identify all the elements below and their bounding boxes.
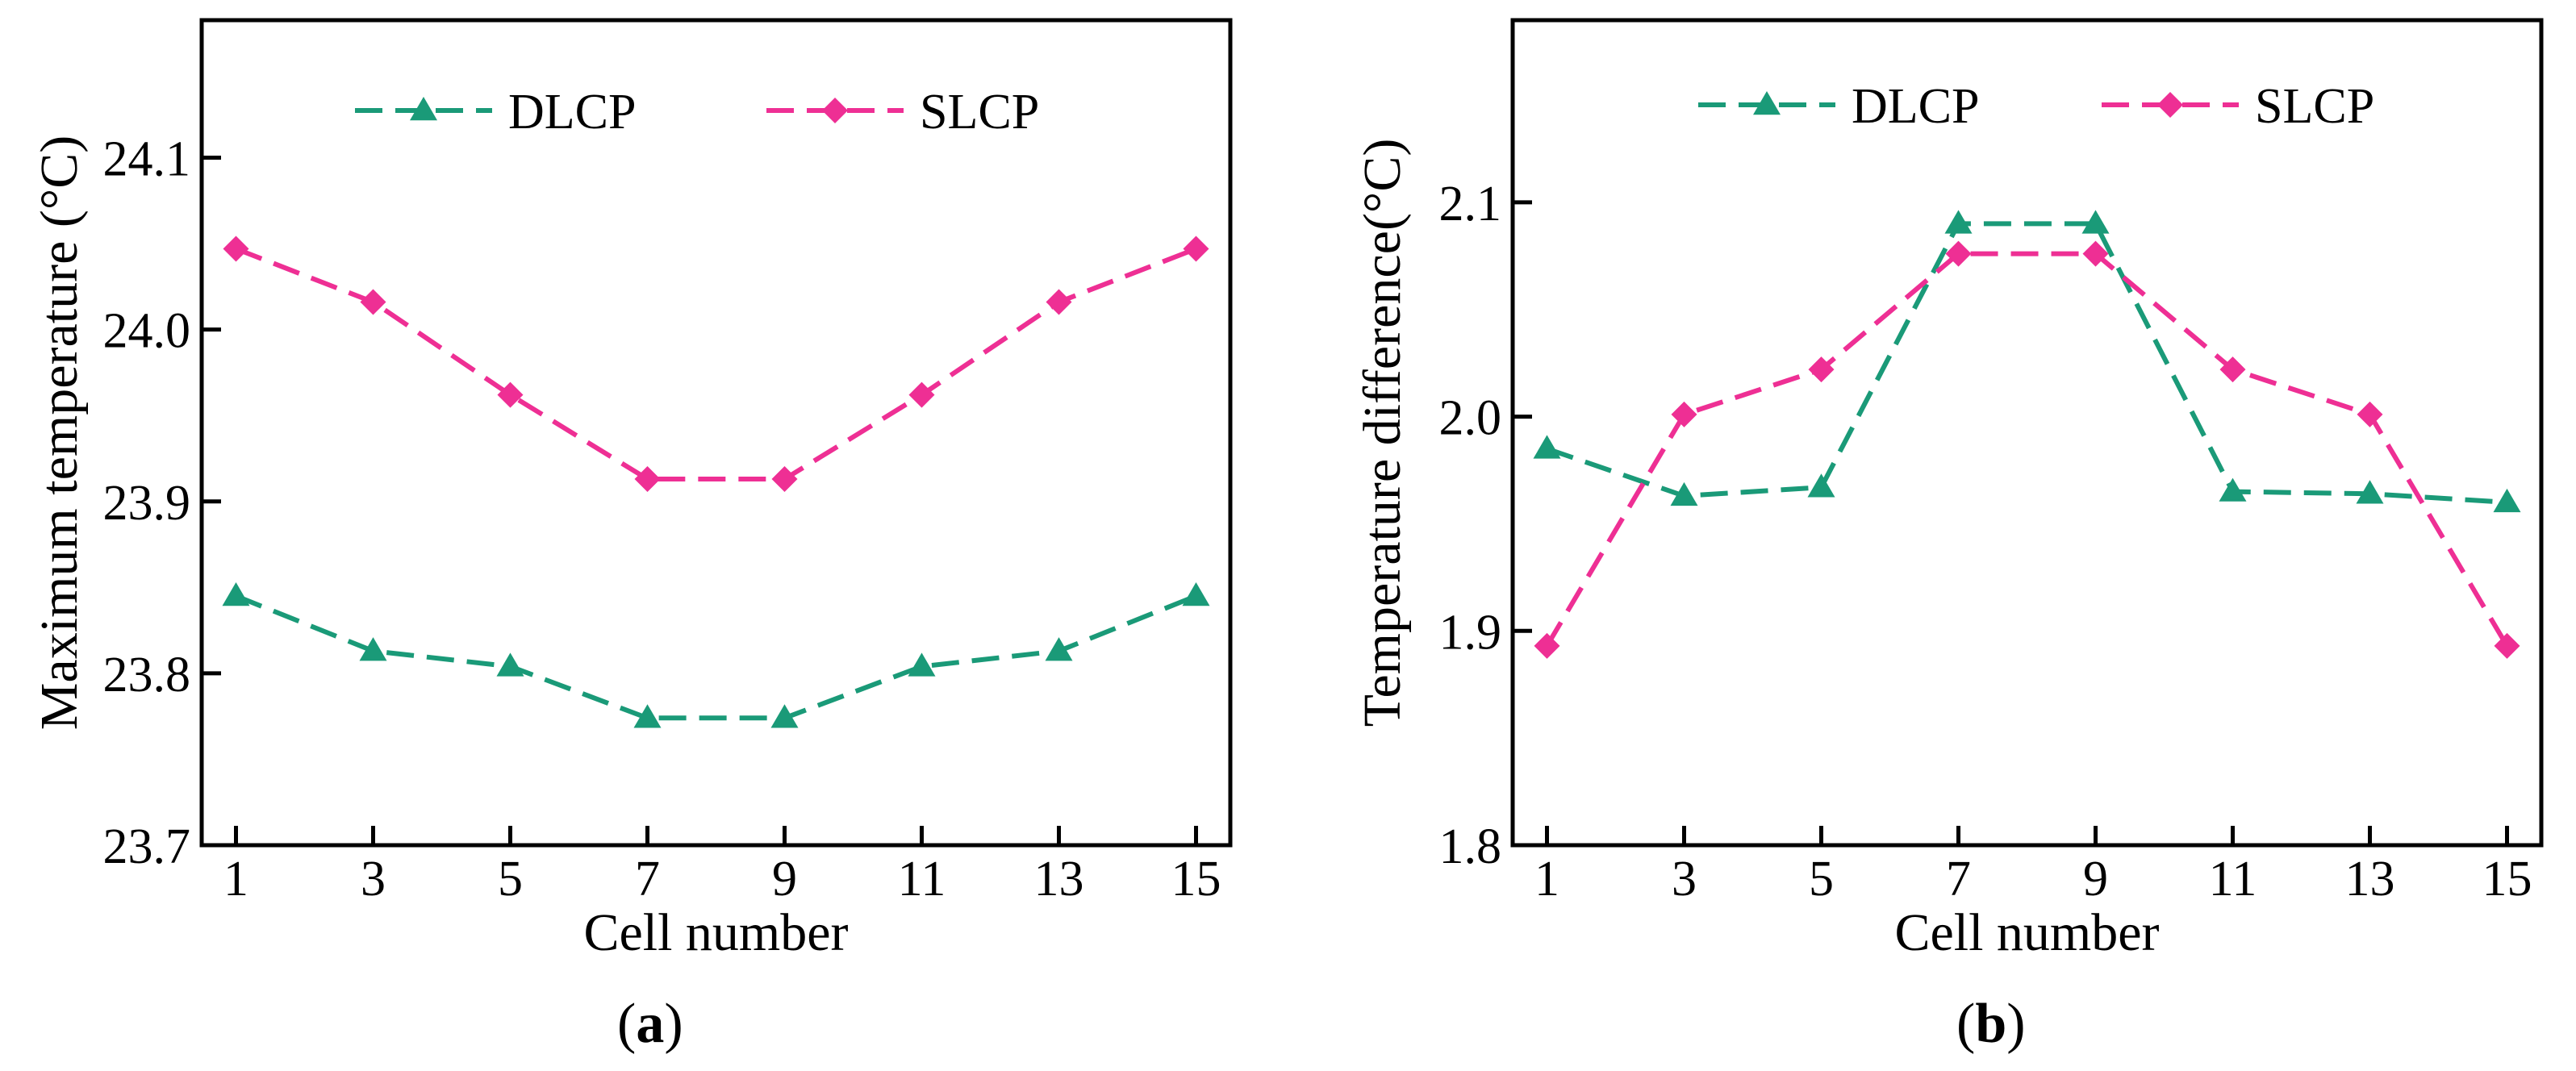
- caption-letter: b: [1975, 993, 2006, 1055]
- data-point-dlcp: [1807, 473, 1835, 498]
- caption-close-paren: ): [2006, 993, 2025, 1055]
- y-tick-label: 1.9: [1439, 605, 1502, 660]
- data-point-dlcp: [1670, 481, 1698, 506]
- data-point-slcp: [1183, 235, 1209, 262]
- caption-open-paren: (: [1956, 993, 1975, 1055]
- caption-letter: a: [636, 993, 664, 1055]
- x-tick-label: 15: [1171, 852, 1221, 906]
- legend-marker-slcp: [2157, 92, 2183, 118]
- data-point-slcp: [2219, 356, 2246, 383]
- data-point-slcp: [908, 381, 935, 408]
- data-point-slcp: [497, 381, 524, 408]
- legend-marker-dlcp: [410, 97, 437, 121]
- data-point-dlcp: [1045, 637, 1073, 661]
- caption-close-paren: ): [664, 993, 683, 1055]
- legend-label-slcp: SLCP: [920, 85, 1039, 140]
- legend: DLCP SLCP: [355, 85, 1039, 140]
- data-point-dlcp: [222, 581, 250, 606]
- data-point-dlcp: [359, 637, 387, 661]
- data-point-dlcp: [770, 704, 799, 728]
- x-tick-label: 15: [2482, 852, 2532, 906]
- legend: DLCP SLCP: [1698, 79, 2374, 134]
- data-point-slcp: [771, 466, 798, 493]
- data-point-dlcp: [496, 652, 524, 677]
- x-tick-label: 3: [361, 852, 386, 906]
- y-tick-label: 24.1: [103, 132, 191, 187]
- x-tick-label: 1: [223, 852, 248, 906]
- series-line-slcp: [1544, 251, 2510, 648]
- data-point-slcp: [634, 466, 661, 493]
- x-tick-label: 7: [635, 852, 660, 906]
- series-line-slcp: [235, 246, 1197, 481]
- legend-label-slcp: SLCP: [2255, 79, 2374, 134]
- data-point-slcp: [1808, 356, 1835, 383]
- panel-caption: (a): [617, 993, 683, 1055]
- y-tick-label: 24.0: [103, 304, 191, 359]
- series-line-dlcp: [1546, 221, 2507, 505]
- x-tick-label: 13: [2345, 852, 2395, 906]
- data-point-dlcp: [2356, 480, 2384, 504]
- legend-label-dlcp: DLCP: [1852, 79, 1979, 134]
- x-tick-label: 3: [1672, 852, 1697, 906]
- data-point-dlcp: [1533, 435, 1561, 459]
- y-tick-label: 1.8: [1439, 819, 1502, 874]
- data-point-slcp: [2357, 401, 2383, 427]
- caption-open-paren: (: [617, 993, 636, 1055]
- data-point-dlcp: [1944, 210, 1973, 234]
- data-point-dlcp: [2493, 488, 2521, 513]
- x-axis-title: Cell number: [583, 903, 848, 962]
- data-point-slcp: [2494, 632, 2520, 659]
- data-point-slcp: [223, 235, 249, 262]
- data-point-slcp: [2082, 240, 2109, 267]
- plot-frame: [1510, 18, 2544, 848]
- x-tick-label: 5: [498, 852, 523, 906]
- data-point-slcp: [1671, 401, 1697, 427]
- y-axis-title: Temperature difference(°C): [1353, 139, 1412, 727]
- x-tick-label: 7: [1946, 852, 1971, 906]
- x-tick-label: 11: [898, 852, 946, 906]
- data-point-dlcp: [1182, 581, 1210, 606]
- x-tick-label: 9: [2083, 852, 2108, 906]
- panel-caption: (b): [1956, 993, 2026, 1055]
- x-tick-label: 13: [1034, 852, 1084, 906]
- data-point-slcp: [1534, 632, 1560, 659]
- data-point-slcp: [1945, 240, 1972, 267]
- x-tick-label: 5: [1809, 852, 1834, 906]
- plot-frame: [199, 18, 1233, 848]
- y-tick-label: 2.1: [1439, 177, 1502, 231]
- y-tick-label: 23.9: [103, 476, 191, 531]
- series-line-dlcp: [235, 594, 1197, 721]
- x-axis-title: Cell number: [1894, 903, 2159, 962]
- legend-marker-dlcp: [1753, 91, 1781, 115]
- x-tick-label: 9: [772, 852, 797, 906]
- y-tick-label: 23.8: [103, 648, 191, 702]
- data-point-dlcp: [908, 652, 936, 677]
- data-point-dlcp: [633, 704, 662, 728]
- data-point-slcp: [1046, 289, 1072, 315]
- legend-label-dlcp: DLCP: [508, 85, 636, 140]
- y-axis-title: Maximum temperature (°C): [30, 135, 89, 731]
- x-tick-label: 11: [2209, 852, 2257, 906]
- y-tick-label: 23.7: [103, 819, 191, 874]
- y-tick-label: 2.0: [1439, 391, 1502, 446]
- data-point-slcp: [360, 289, 386, 315]
- legend-marker-slcp: [822, 98, 848, 123]
- x-tick-label: 1: [1534, 852, 1559, 906]
- data-point-dlcp: [2081, 210, 2110, 234]
- data-point-dlcp: [2219, 477, 2247, 502]
